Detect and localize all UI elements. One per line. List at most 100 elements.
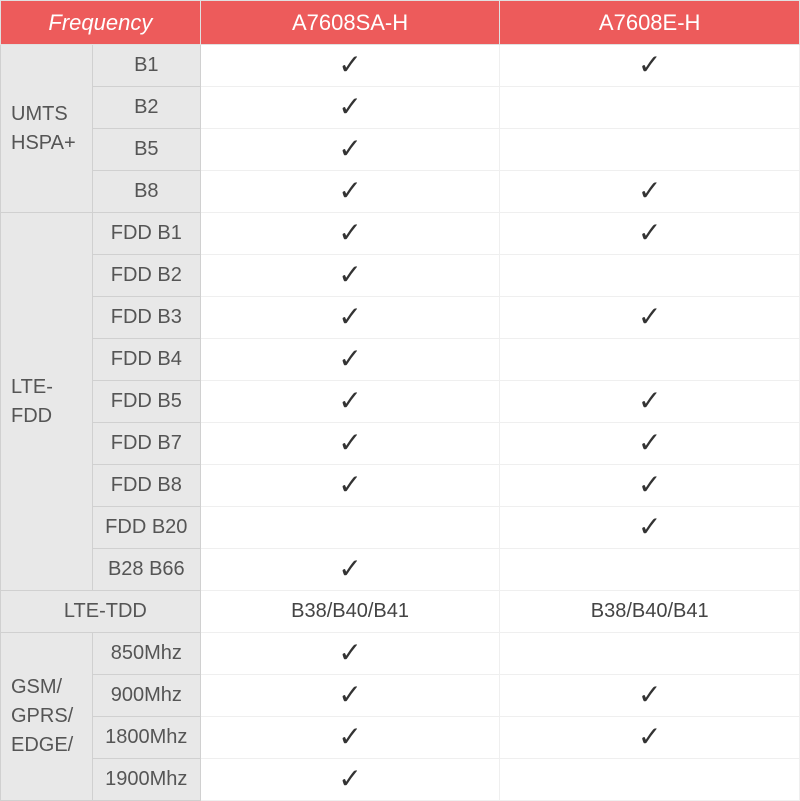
table-row: B28 B66 ✓ xyxy=(1,549,800,591)
value-cell: ✓ xyxy=(200,255,500,297)
value-cell xyxy=(500,633,800,675)
frequency-comparison-table: FrequencyA7608SA-HA7608E-HUMTSHSPA+B1✓✓B… xyxy=(0,0,800,801)
check-icon: ✓ xyxy=(338,471,361,499)
check-icon: ✓ xyxy=(338,681,361,709)
check-icon: ✓ xyxy=(638,303,661,331)
value-cell: ✓ xyxy=(500,381,800,423)
band-cell: 900Mhz xyxy=(92,675,200,717)
value-cell xyxy=(500,759,800,801)
header-col-a7608sa-h: A7608SA-H xyxy=(200,1,500,45)
value-cell xyxy=(500,129,800,171)
value-cell: ✓ xyxy=(200,423,500,465)
check-icon: ✓ xyxy=(638,471,661,499)
band-cell: B1 xyxy=(92,45,200,87)
check-icon: ✓ xyxy=(638,387,661,415)
value-cell: ✓ xyxy=(500,45,800,87)
band-cell: FDD B7 xyxy=(92,423,200,465)
band-cell: FDD B4 xyxy=(92,339,200,381)
band-cell: FDD B20 xyxy=(92,507,200,549)
check-icon: ✓ xyxy=(338,387,361,415)
value-cell: ✓ xyxy=(200,381,500,423)
value-cell: ✓ xyxy=(200,549,500,591)
category-cell: UMTSHSPA+ xyxy=(1,45,93,213)
check-icon: ✓ xyxy=(338,219,361,247)
check-icon: ✓ xyxy=(338,93,361,121)
value-cell: ✓ xyxy=(500,675,800,717)
value-cell: ✓ xyxy=(200,339,500,381)
check-icon: ✓ xyxy=(338,345,361,373)
band-cell: B28 B66 xyxy=(92,549,200,591)
table-row: B2 ✓ xyxy=(1,87,800,129)
header-col-a7608e-h: A7608E-H xyxy=(500,1,800,45)
value-cell: ✓ xyxy=(200,87,500,129)
check-icon: ✓ xyxy=(338,429,361,457)
table-row: LTE-TDDB38/B40/B41B38/B40/B41 xyxy=(1,591,800,633)
table-row: 1800Mhz ✓ ✓ xyxy=(1,717,800,759)
value-cell: ✓ xyxy=(200,465,500,507)
value-cell: ✓ xyxy=(200,675,500,717)
value-cell: ✓ xyxy=(200,717,500,759)
value-cell: ✓ xyxy=(200,213,500,255)
category-cell: LTE-FDD xyxy=(1,213,93,591)
table-row: GSM/GPRS/EDGE/850Mhz✓ xyxy=(1,633,800,675)
value-cell: ✓ xyxy=(500,297,800,339)
value-cell: ✓ xyxy=(500,171,800,213)
check-icon: ✓ xyxy=(338,303,361,331)
value-cell: ✓ xyxy=(500,423,800,465)
band-cell: FDD B2 xyxy=(92,255,200,297)
table-row: B8 ✓ ✓ xyxy=(1,171,800,213)
band-cell: FDD B8 xyxy=(92,465,200,507)
band-cell: FDD B3 xyxy=(92,297,200,339)
band-cell: 1900Mhz xyxy=(92,759,200,801)
band-cell: 850Mhz xyxy=(92,633,200,675)
value-cell: ✓ xyxy=(500,213,800,255)
table-row: FDD B5 ✓ ✓ xyxy=(1,381,800,423)
check-icon: ✓ xyxy=(338,639,361,667)
table-row: FDD B7 ✓ ✓ xyxy=(1,423,800,465)
check-icon: ✓ xyxy=(338,261,361,289)
value-cell: ✓ xyxy=(500,717,800,759)
category-cell: GSM/GPRS/EDGE/ xyxy=(1,633,93,801)
table-row: FDD B2 ✓ xyxy=(1,255,800,297)
check-icon: ✓ xyxy=(338,723,361,751)
table-row: FDD B20 ✓ xyxy=(1,507,800,549)
header-frequency: Frequency xyxy=(1,1,201,45)
table-row: UMTSHSPA+B1✓✓ xyxy=(1,45,800,87)
check-icon: ✓ xyxy=(638,177,661,205)
band-cell: B2 xyxy=(92,87,200,129)
check-icon: ✓ xyxy=(638,681,661,709)
band-cell: B8 xyxy=(92,171,200,213)
table-row: 900Mhz ✓ ✓ xyxy=(1,675,800,717)
table-row: FDD B4 ✓ xyxy=(1,339,800,381)
value-cell xyxy=(500,549,800,591)
value-cell xyxy=(500,339,800,381)
band-cell: FDD B5 xyxy=(92,381,200,423)
check-icon: ✓ xyxy=(638,219,661,247)
table-row: FDD B3 ✓ ✓ xyxy=(1,297,800,339)
category-cell: LTE-TDD xyxy=(1,591,201,633)
check-icon: ✓ xyxy=(638,723,661,751)
check-icon: ✓ xyxy=(638,513,661,541)
table-header-row: FrequencyA7608SA-HA7608E-H xyxy=(1,1,800,45)
check-icon: ✓ xyxy=(638,51,661,79)
value-cell: B38/B40/B41 xyxy=(200,591,500,633)
value-cell: ✓ xyxy=(200,297,500,339)
value-cell: ✓ xyxy=(200,633,500,675)
band-cell: B5 xyxy=(92,129,200,171)
check-icon: ✓ xyxy=(338,555,361,583)
table-row: LTE-FDDFDD B1✓✓ xyxy=(1,213,800,255)
check-icon: ✓ xyxy=(638,429,661,457)
value-cell: ✓ xyxy=(200,171,500,213)
band-cell: FDD B1 xyxy=(92,213,200,255)
check-icon: ✓ xyxy=(338,51,361,79)
value-cell: ✓ xyxy=(500,507,800,549)
band-cell: 1800Mhz xyxy=(92,717,200,759)
value-cell xyxy=(200,507,500,549)
value-cell: ✓ xyxy=(200,759,500,801)
value-cell: B38/B40/B41 xyxy=(500,591,800,633)
value-cell xyxy=(500,255,800,297)
value-cell: ✓ xyxy=(500,465,800,507)
value-cell xyxy=(500,87,800,129)
check-icon: ✓ xyxy=(338,177,361,205)
value-cell: ✓ xyxy=(200,129,500,171)
